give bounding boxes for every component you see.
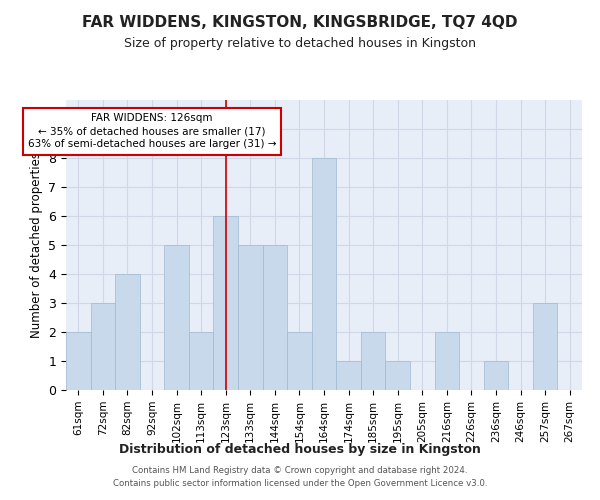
Text: Contains HM Land Registry data © Crown copyright and database right 2024.
Contai: Contains HM Land Registry data © Crown c… bbox=[113, 466, 487, 487]
Bar bbox=[66, 332, 91, 390]
Y-axis label: Number of detached properties: Number of detached properties bbox=[30, 152, 43, 338]
Bar bbox=[385, 361, 410, 390]
Bar bbox=[336, 361, 361, 390]
Bar bbox=[484, 361, 508, 390]
Bar bbox=[533, 303, 557, 390]
Bar bbox=[263, 245, 287, 390]
Bar bbox=[164, 245, 189, 390]
Bar bbox=[189, 332, 214, 390]
Bar bbox=[434, 332, 459, 390]
Text: FAR WIDDENS, KINGSTON, KINGSBRIDGE, TQ7 4QD: FAR WIDDENS, KINGSTON, KINGSBRIDGE, TQ7 … bbox=[82, 15, 518, 30]
Bar bbox=[214, 216, 238, 390]
Text: Distribution of detached houses by size in Kingston: Distribution of detached houses by size … bbox=[119, 442, 481, 456]
Bar bbox=[287, 332, 312, 390]
Bar bbox=[312, 158, 336, 390]
Text: FAR WIDDENS: 126sqm
← 35% of detached houses are smaller (17)
63% of semi-detach: FAR WIDDENS: 126sqm ← 35% of detached ho… bbox=[28, 113, 276, 150]
Bar bbox=[115, 274, 140, 390]
Bar bbox=[361, 332, 385, 390]
Bar bbox=[238, 245, 263, 390]
Bar bbox=[91, 303, 115, 390]
Text: Size of property relative to detached houses in Kingston: Size of property relative to detached ho… bbox=[124, 38, 476, 51]
